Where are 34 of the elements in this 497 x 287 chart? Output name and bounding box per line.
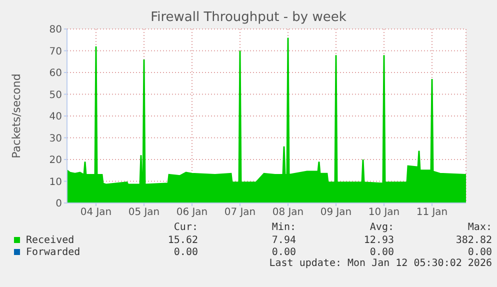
- y-tick-label: 70: [49, 46, 62, 58]
- x-tick-label: 09 Jan: [320, 207, 352, 218]
- y-tick-label: 40: [49, 112, 62, 123]
- y-tick-label: 0: [56, 198, 62, 210]
- text: 0.00: [466, 246, 492, 258]
- y-axis-title: Packets/second: [10, 74, 23, 158]
- y-tick-label: 20: [49, 155, 62, 166]
- text: Last update: Mon Jan 12 05:30:02 2026: [268, 258, 492, 270]
- y-tick-label: 60: [49, 68, 62, 80]
- text: Cur:: [172, 222, 198, 234]
- text: 0.00: [368, 246, 394, 258]
- text: Max:: [466, 222, 492, 234]
- text: 0.00: [270, 246, 296, 258]
- x-tick-label: 04 Jan: [80, 207, 112, 218]
- text: 12.93: [362, 234, 394, 246]
- x-tick-label: 07 Jan: [224, 207, 256, 218]
- chart-title: Firewall Throughput - by week: [150, 10, 348, 25]
- text: 0.00: [172, 246, 198, 258]
- text: 7.94: [270, 234, 296, 246]
- legend-label: Forwarded: [26, 246, 80, 258]
- y-tick-label: 10: [49, 176, 62, 188]
- x-tick-label: 06 Jan: [176, 207, 208, 218]
- y-tick-label: 80: [49, 24, 62, 36]
- y-tick-label: 50: [49, 90, 62, 101]
- x-tick-label: 08 Jan: [272, 207, 304, 218]
- text: Min:: [270, 222, 296, 234]
- legend-label: Received: [26, 234, 74, 246]
- text: 15.62: [166, 234, 198, 246]
- text: 382.82: [454, 234, 492, 246]
- x-tick-label: 10 Jan: [368, 207, 400, 218]
- x-tick-label: 11 Jan: [416, 207, 448, 218]
- x-tick-label: 05 Jan: [128, 207, 160, 218]
- text: Avg:: [368, 222, 394, 234]
- y-tick-label: 30: [49, 133, 62, 144]
